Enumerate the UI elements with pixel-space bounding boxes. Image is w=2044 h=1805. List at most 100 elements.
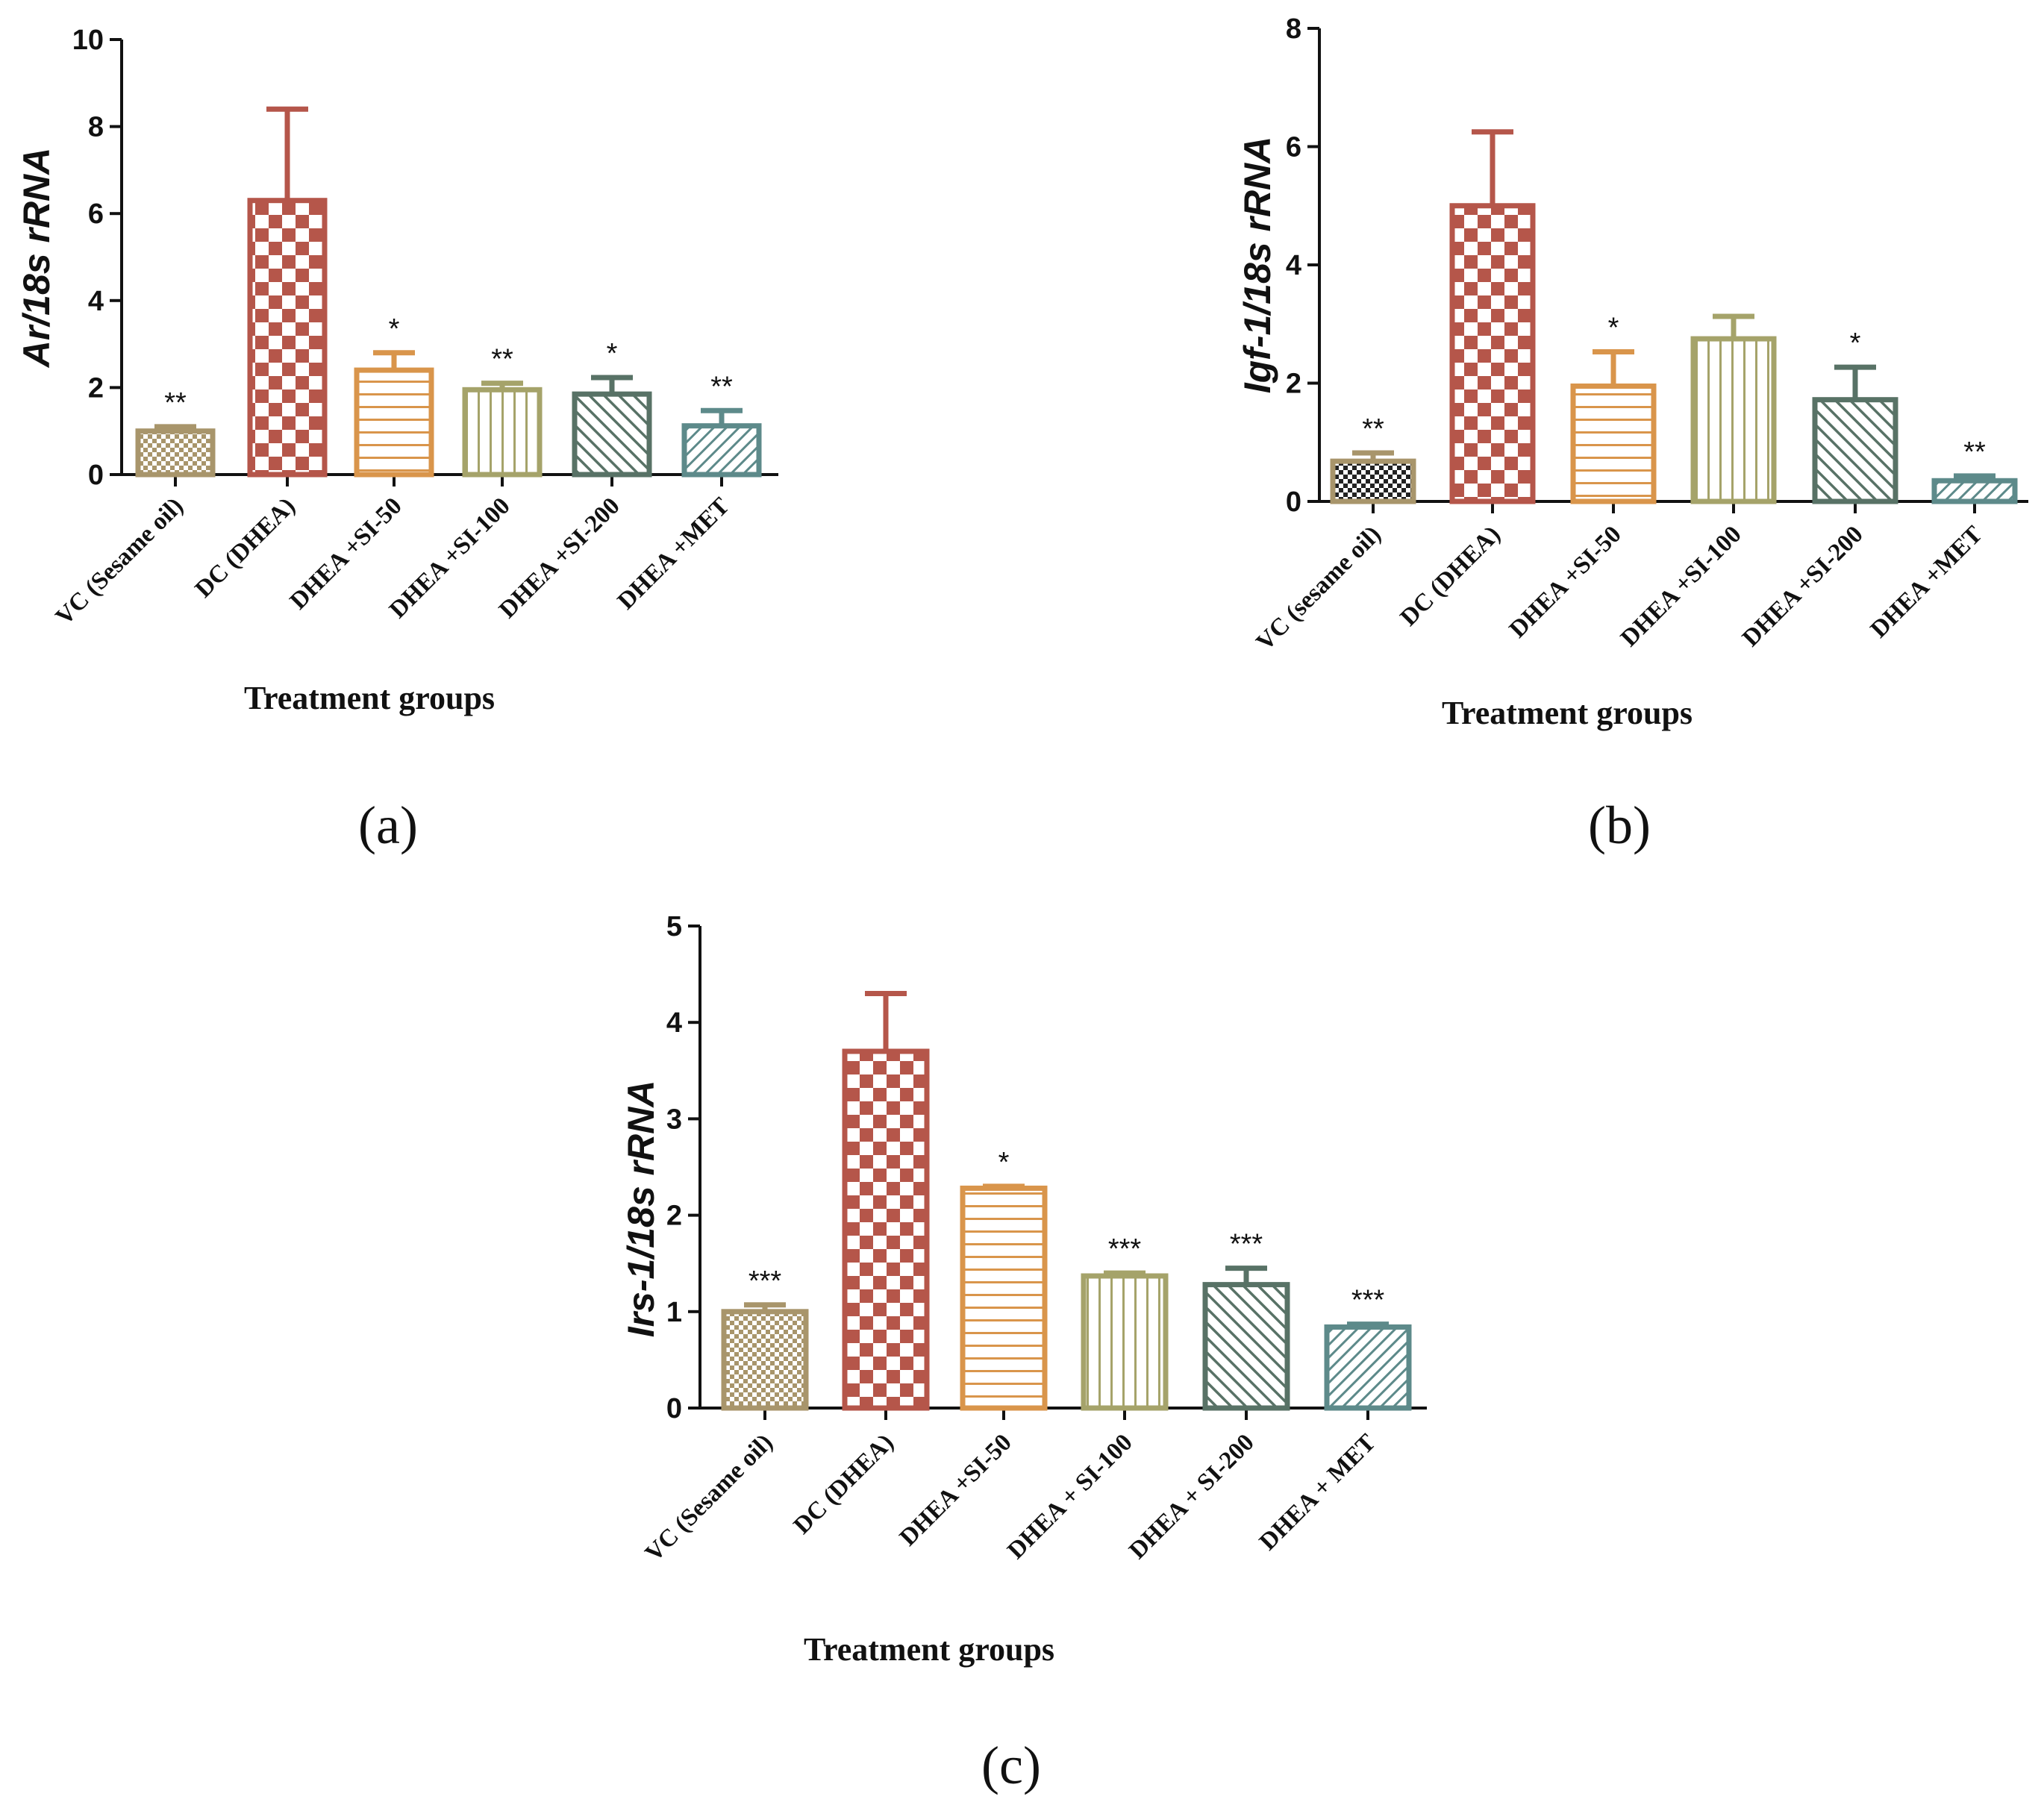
bar-group: ** (1330, 413, 1416, 504)
bar (1081, 1273, 1169, 1411)
y-tick-label: 6 (88, 198, 104, 230)
y-tick-label: 0 (1286, 487, 1301, 518)
bar (135, 428, 216, 478)
bar (1931, 478, 2018, 504)
x-tick-label: DHEA +SI-100 (1616, 521, 1747, 652)
bar-group: *** (1081, 1233, 1169, 1411)
panel-label: (b) (1588, 795, 1651, 855)
bar (1202, 1282, 1290, 1411)
significance-label: * (607, 338, 618, 369)
y-tick-label: 2 (1286, 369, 1301, 400)
bar-group: *** (1324, 1285, 1412, 1411)
significance-label: ** (164, 387, 187, 419)
x-tick-label: VC (sesame oil) (1251, 521, 1387, 656)
y-tick-label: 4 (88, 286, 104, 317)
x-axis: VC (Sesame oil) DC (DHEA)DHEA +SI-50DHEA … (640, 1407, 1427, 1567)
y-tick-label: 4 (666, 1007, 682, 1039)
y-axis-title: Irs-1/18s rRNA (620, 1080, 662, 1338)
panel-label: (a) (358, 795, 418, 855)
x-tick-label: DC (DHEA) (190, 492, 301, 603)
x-tick-label: DC (DHEA) (789, 1429, 899, 1539)
y-axis: 0 1 2 3 4 5 (666, 911, 701, 1424)
bar-group: ** (1931, 437, 2018, 504)
y-axis-title: Igf-1/18s rRNA (1237, 137, 1278, 394)
bar-group (247, 106, 328, 478)
x-tick-label: DHEA + MET (1254, 1429, 1381, 1556)
y-tick-label: 6 (1286, 132, 1301, 163)
x-tick-label: DHEA +SI-50 (895, 1429, 1017, 1551)
significance-label: * (1608, 312, 1619, 343)
x-tick-label: DHEA +MET (613, 492, 735, 615)
bar (1449, 203, 1536, 504)
panel-label: (c) (981, 1736, 1041, 1795)
bar-group: * (354, 313, 434, 478)
x-axis: VC (Sesame oil) DC (DHEA)DHEA +SI-50 DHEA … (51, 473, 778, 631)
chart-panel-b: 0 2 4 6 8 VC (sesame oil) DC (DHEA)DHEA +SI-50… (1237, 13, 2028, 855)
x-tick-label: VC (Sesame oil) (640, 1429, 778, 1567)
bar-group (1449, 129, 1536, 504)
bar-group (842, 990, 930, 1411)
bar-group: ** (681, 371, 762, 478)
x-tick-label: DHEA +SI-50 (285, 492, 407, 615)
x-axis: VC (sesame oil) DC (DHEA)DHEA +SI-50DHEA … (1251, 500, 2028, 656)
chart-panel-c: 0 1 2 3 4 5 VC (Sesame oil) DC (DHEA)DHEA +SI-5… (620, 911, 1427, 1795)
bar (462, 387, 543, 478)
bar (354, 367, 434, 478)
y-tick-label: 3 (666, 1104, 682, 1135)
y-tick-label: 4 (1286, 250, 1301, 281)
y-tick-label: 0 (88, 460, 104, 491)
y-axis: 0 2 4 6 8 (1286, 13, 1321, 518)
bar-group (1690, 313, 1777, 504)
y-tick-label: 10 (72, 25, 104, 56)
significance-label: *** (1351, 1285, 1385, 1316)
bar-group: ** (462, 344, 543, 478)
bar (681, 423, 762, 478)
x-axis-title: Treatment groups (1442, 695, 1693, 731)
bar-group: * (572, 338, 652, 478)
y-axis: 0 2 4 6 8 10 (72, 25, 123, 491)
significance-label: *** (1230, 1229, 1263, 1260)
y-tick-label: 2 (666, 1201, 682, 1232)
significance-label: ** (491, 344, 513, 375)
y-tick-label: 0 (666, 1393, 682, 1424)
x-tick-label: DHEA + SI-100 (1002, 1429, 1137, 1564)
significance-label: *** (1108, 1233, 1142, 1265)
bar (1812, 397, 1898, 504)
bar (960, 1185, 1048, 1411)
x-axis-title: Treatment groups (804, 1631, 1054, 1668)
bar (1570, 383, 1657, 504)
significance-label: * (998, 1147, 1010, 1178)
y-tick-label: 5 (666, 911, 682, 942)
bar (247, 198, 328, 478)
bar (572, 391, 652, 478)
bar-group: * (1812, 328, 1898, 504)
significance-label: ** (710, 371, 733, 402)
bar-group: ** (135, 387, 216, 478)
x-tick-label: DHEA +MET (1866, 521, 1988, 643)
bar (1324, 1324, 1412, 1411)
y-axis-title: Ar/18s rRNA (16, 148, 57, 369)
y-tick-label: 8 (88, 112, 104, 143)
significance-label: ** (1963, 437, 1986, 468)
bar-group: *** (721, 1266, 809, 1411)
x-axis-title: Treatment groups (244, 680, 495, 716)
significance-label: *** (748, 1266, 782, 1297)
bar-group: * (1570, 312, 1657, 504)
significance-label: ** (1362, 413, 1384, 445)
bar (721, 1309, 809, 1411)
chart-panel-a: 0 2 4 6 8 10 VC (Sesame oil) DC (DHEA)DHEA +SI-… (16, 25, 778, 855)
bar (1330, 458, 1416, 504)
x-tick-label: DHEA +SI-200 (1737, 521, 1869, 652)
y-tick-label: 2 (88, 372, 104, 404)
bar-group: *** (1202, 1229, 1290, 1411)
x-tick-label: DC (DHEA) (1396, 521, 1506, 631)
x-tick-label: VC (Sesame oil) (51, 492, 189, 631)
significance-label: * (389, 313, 400, 345)
y-tick-label: 1 (666, 1297, 682, 1328)
bar (1690, 336, 1777, 504)
bar (842, 1048, 930, 1411)
x-tick-label: DHEA +SI-50 (1504, 521, 1627, 643)
y-tick-label: 8 (1286, 13, 1301, 45)
x-tick-label: DHEA + SI-200 (1124, 1429, 1259, 1564)
